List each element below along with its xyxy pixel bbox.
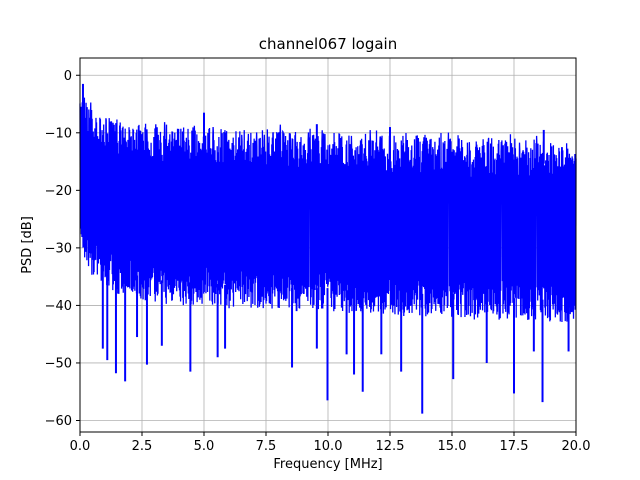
x-tick-label: 5.0 (194, 439, 215, 454)
y-tick-label: −20 (45, 184, 72, 199)
x-tick-label: 17.5 (500, 439, 529, 454)
y-tick-label: −60 (45, 414, 72, 429)
x-tick-label: 2.5 (132, 439, 153, 454)
x-tick-label: 12.5 (376, 439, 405, 454)
x-tick-label: 0.0 (70, 439, 91, 454)
y-tick-label: −50 (45, 356, 72, 371)
psd-trace (79, 97, 577, 322)
y-tick-label: −30 (45, 241, 72, 256)
y-tick-label: −10 (45, 126, 72, 141)
x-tick-label: 15.0 (438, 439, 467, 454)
x-axis-title: Frequency [MHz] (273, 457, 382, 472)
x-tick-label: 20.0 (562, 439, 591, 454)
x-tick-label: 10.0 (314, 439, 343, 454)
plot-area (79, 83, 577, 414)
y-axis-title: PSD [dB] (20, 216, 35, 274)
chart-title: channel067 logain (259, 35, 398, 53)
y-tick-label: −40 (45, 299, 72, 314)
x-tick-label: 7.5 (256, 439, 277, 454)
y-tick-label: 0 (64, 69, 72, 84)
axes: 0.0 2.5 5.0 7.5 10.0 12.5 15.0 17.5 20.0 0 −10 −20 −… (45, 57, 591, 454)
